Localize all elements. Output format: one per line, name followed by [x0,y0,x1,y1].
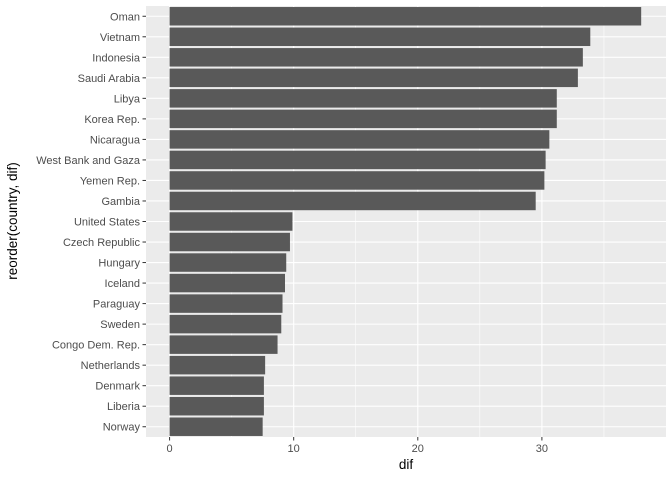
bar-congo-dem-rep [169,335,278,354]
y-tick-label: United States [74,217,141,229]
bar-czech-republic [169,232,290,252]
y-tick-label: Indonesia [92,52,141,64]
bar-libya [169,89,557,108]
y-axis-title: reorder(country, dif) [5,162,20,280]
x-tick-label: 0 [167,443,173,455]
y-tick-label: Sweden [100,319,140,331]
bar-gambia [169,191,536,211]
y-tick-label: Yemen Rep. [80,175,140,187]
bars [169,7,642,436]
y-tick-label: West Bank and Gaza [36,155,141,167]
bar-korea-rep [169,109,557,129]
y-tick-label: Congo Dem. Rep. [52,340,140,352]
bar-nicaragua [169,130,550,149]
y-tick-label: Czech Republic [63,237,141,249]
bar-denmark [169,376,264,395]
bar-united-states [169,212,293,231]
bar-saudi-arabia [169,68,578,88]
bar-vietnam [169,27,591,47]
y-tick-label: Oman [110,11,140,23]
y-tick-label: Korea Rep. [84,114,140,126]
bar-sweden [169,314,282,334]
bar-norway [169,417,263,436]
y-tick-label: Vietnam [100,32,140,44]
x-axis-title: dif [399,457,414,472]
y-tick-label: Iceland [105,278,140,290]
y-tick-label: Hungary [98,258,140,270]
bar-netherlands [169,355,266,375]
bar-liberia [169,396,264,416]
x-tick-label: 20 [412,443,424,455]
y-tick-label: Paraguay [93,299,141,311]
y-tick-label: Denmark [95,381,140,393]
y-tick-label: Gambia [101,196,140,208]
bar-oman [169,7,642,26]
bar-iceland [169,273,285,293]
y-tick-label: Liberia [107,401,141,413]
x-tick-label: 10 [288,443,300,455]
bar-west-bank-and-gaza [169,150,546,170]
y-tick-label: Nicaragua [90,134,141,146]
y-axis-ticks: Oman Vietnam Indonesia Saudi Arabia Libya Kor… [36,11,146,434]
bar-indonesia [169,48,583,67]
y-tick-label: Libya [114,93,141,105]
bar-paraguay [169,294,283,313]
y-tick-label: Norway [103,422,141,434]
y-tick-label: Netherlands [81,360,141,372]
y-tick-label: Saudi Arabia [78,73,141,85]
x-axis-ticks: 0 10 20 30 [167,437,548,455]
bar-yemen-rep [169,171,545,190]
x-tick-label: 30 [536,443,548,455]
bar-hungary [169,253,287,272]
